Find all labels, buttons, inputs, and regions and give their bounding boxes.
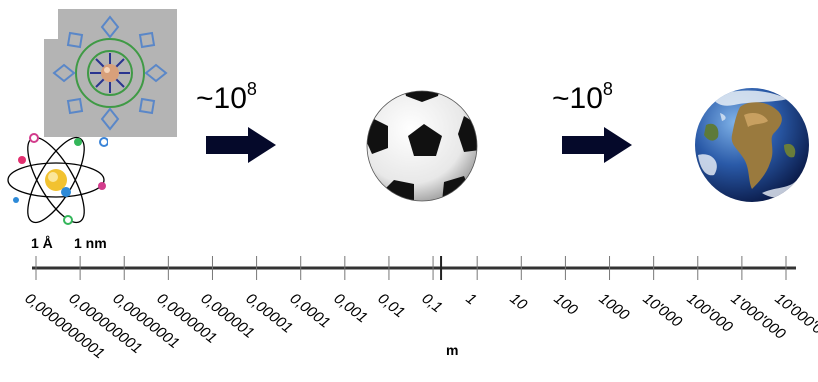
tick-label: 0,0000001 (153, 290, 221, 348)
scale-factor-right: ~108 (552, 80, 613, 115)
tick-label: 1 (462, 290, 480, 309)
tick-label: 1000 (595, 290, 632, 324)
tick-label: 10'000'000 (771, 290, 818, 349)
tick-label: 100'000 (683, 290, 736, 336)
tick-label: 0,000001 (198, 290, 258, 342)
tick-label: 100 (550, 290, 582, 319)
label-nanometer: 1 nm (74, 235, 107, 251)
molecule-image (44, 9, 177, 137)
label-angstrom: 1 Å (31, 235, 53, 251)
earth-icon (692, 85, 812, 205)
tick-label: 0,01 (374, 290, 408, 322)
atom-icon (4, 128, 109, 232)
tick-label: 0,001 (330, 290, 371, 327)
soccer-ball-icon (364, 88, 480, 204)
scale-factor-left-exponent: 8 (246, 79, 257, 99)
tick-label: 0,000000001 (65, 290, 146, 358)
tick-label: 0,0001 (286, 290, 333, 332)
tick-label: 0,00001 (242, 290, 296, 337)
scale-factor-left: ~108 (196, 80, 257, 115)
scale-factor-left-base: ~10 (196, 82, 247, 115)
tick-label: 0,00000001 (109, 290, 183, 353)
tick-label: 0,0000000001 (21, 290, 108, 363)
tick-label: 10 (506, 290, 531, 314)
unit-label: m (446, 342, 459, 358)
scale-axis (0, 252, 818, 292)
arrow-right-icon (562, 127, 632, 163)
scale-factor-right-base: ~10 (552, 82, 603, 115)
tick-label: 0,1 (418, 290, 446, 317)
arrow-right-icon (206, 127, 276, 163)
tick-label: 1'000'000 (727, 290, 789, 343)
scale-factor-right-exponent: 8 (602, 79, 613, 99)
tick-label: 10'000 (639, 290, 685, 331)
